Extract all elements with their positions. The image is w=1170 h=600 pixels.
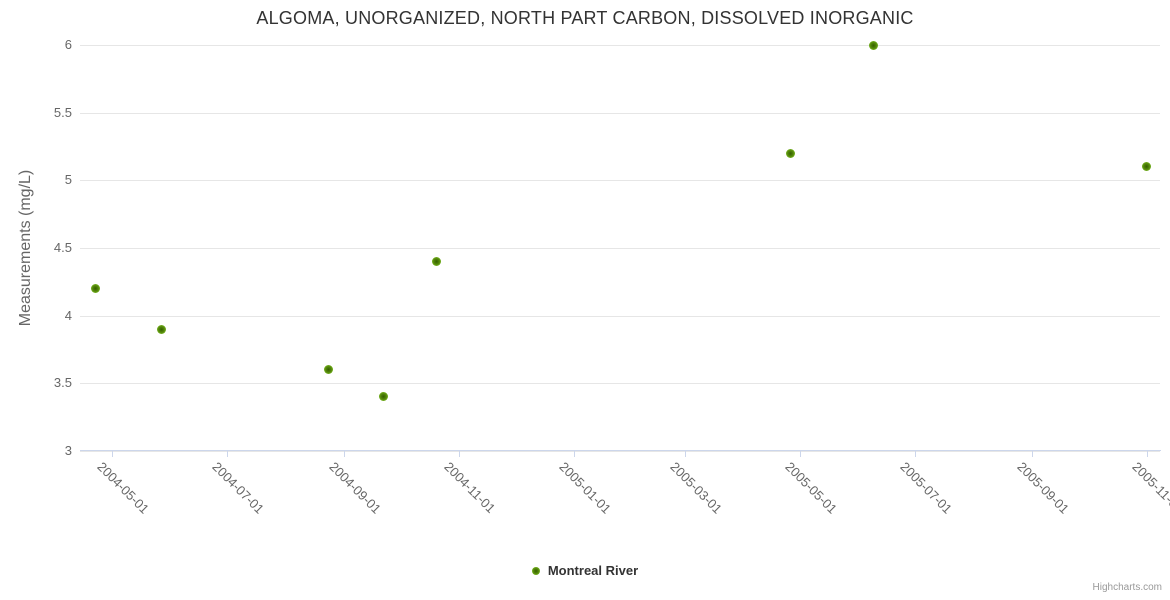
x-tick-label-2005-09-01: 2005-09-01 [1014,459,1072,517]
data-point-montreal-river-2004-09-22[interactable] [378,392,388,402]
y-tick-label-4: 4 [64,307,72,323]
y-gridline-6 [80,45,1160,46]
x-tick-label-2005-05-01: 2005-05-01 [782,459,841,517]
data-point-montreal-river-2005-11-01[interactable] [1142,162,1152,172]
x-tick-2004-09-01 [344,451,345,457]
x-tick-2005-11-01 [1147,451,1148,457]
x-tick-label-2004-05-01: 2004-05-01 [94,459,153,517]
x-axis-line [80,450,1161,451]
y-gridline-5 [80,180,1160,182]
x-tick-2005-05-01 [800,451,801,457]
legend-marker-icon [531,567,540,575]
y-tick-label-4.5: 4.5 [53,240,72,255]
data-point-montreal-river-2004-04-22[interactable] [90,284,100,294]
legend: Montreal River [0,563,1170,579]
y-tick-label-5.5: 5.5 [53,104,72,120]
highcharts-credit[interactable]: Highcharts.com [1092,582,1162,593]
y-gridline-4 [80,315,1160,317]
legend-item-montreal-river[interactable]: Montreal River [531,563,639,579]
x-tick-2005-07-01 [915,451,916,457]
data-point-montreal-river-2005-06-09[interactable] [869,40,878,50]
x-tick-label-2004-09-01: 2004-09-01 [326,459,384,517]
x-tick-2004-11-01 [459,451,460,457]
data-point-montreal-river-2004-10-20[interactable] [431,257,441,267]
x-tick-label-2005-01-01: 2005-01-01 [556,459,614,517]
data-point-montreal-river-2005-04-26[interactable] [786,148,796,158]
data-point-montreal-river-2004-08-24[interactable] [324,365,334,375]
y-gridline-5.5 [80,112,1160,114]
y-tick-label-3: 3 [64,443,72,458]
y-tick-label-6: 6 [64,37,72,52]
legend-label: Montreal River [547,563,639,578]
chart-title: ALGOMA, UNORGANIZED, NORTH PART CARBON, … [256,8,914,28]
y-tick-label-5: 5 [64,172,72,188]
x-tick-2005-09-01 [1032,451,1033,457]
x-tick-label-2005-03-01: 2005-03-01 [667,459,726,517]
plot-area [80,40,1160,452]
x-tick-label-2005-11-01: 2005-11-01 [1129,459,1170,516]
x-tick-label-2005-07-01: 2005-07-01 [897,459,955,517]
x-tick-2004-05-01 [112,451,113,457]
x-tick-2005-03-01 [685,451,686,457]
y-gridline-3.5 [80,383,1160,385]
y-gridline-3 [80,451,1160,452]
x-tick-2005-01-01 [574,451,575,457]
x-tick-2004-07-01 [227,451,228,457]
data-point-montreal-river-2004-05-27[interactable] [156,324,166,334]
x-tick-label-2004-11-01: 2004-11-01 [441,459,499,516]
y-tick-label-3.5: 3.5 [53,375,72,391]
x-tick-label-2004-07-01: 2004-07-01 [209,459,268,517]
y-gridline-4.5 [80,248,1160,249]
